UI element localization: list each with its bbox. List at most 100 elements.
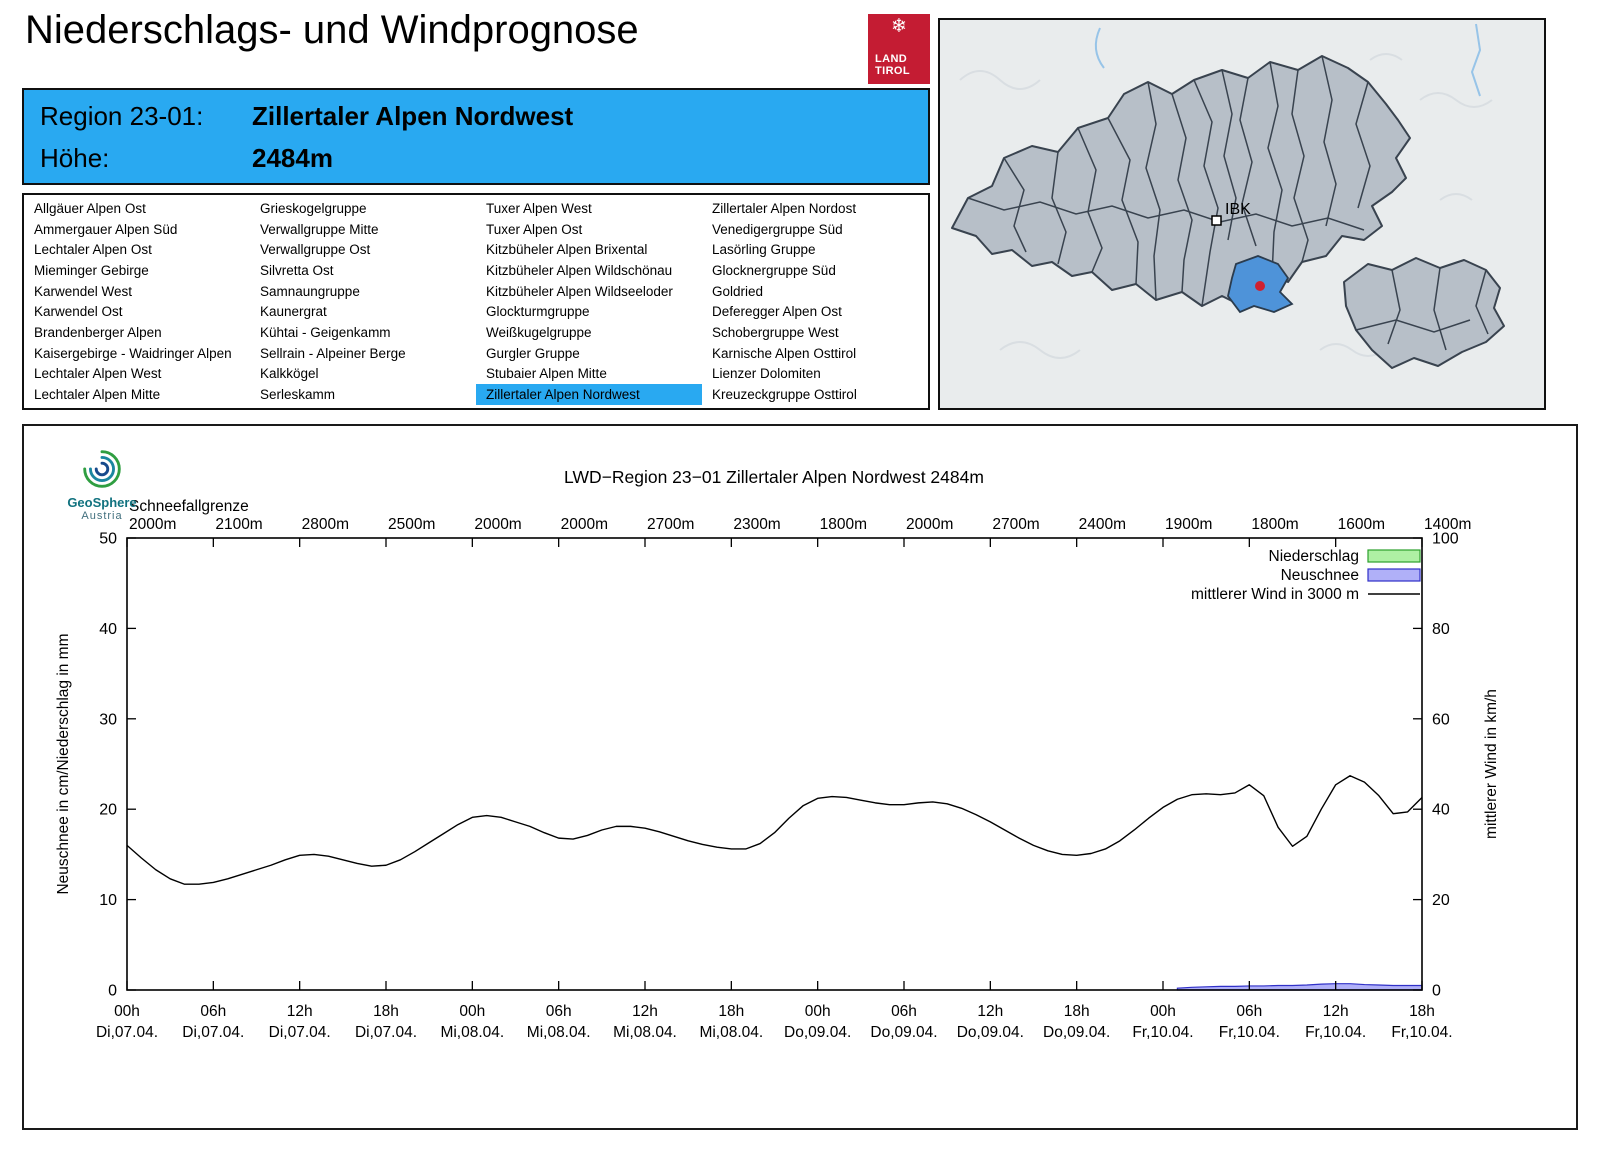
y-axis-label-right: mittlerer Wind in km/h (1483, 689, 1500, 839)
y-tick-label-right: 60 (1432, 711, 1450, 728)
forecast-chart: 0 10 20 30 40 50 0 20 40 60 80 100 00h Di,07.04. 06h Di… (55, 467, 1500, 1041)
region-option[interactable]: Karnische Alpen Osttirol (712, 345, 857, 361)
region-option[interactable]: Gurgler Gruppe (486, 345, 580, 361)
region-option[interactable]: Tuxer Alpen Ost (486, 221, 583, 237)
altitude-value: 2484m (252, 142, 333, 173)
region-column: Grieskogelgruppe Verwallgruppe Mitte Verwa… (250, 198, 476, 405)
region-option[interactable]: Verwallgruppe Mitte (260, 221, 379, 237)
geosphere-swirl-icon (83, 450, 121, 488)
y-tick-label-left: 10 (99, 892, 117, 909)
y-tick-label-left: 50 (99, 531, 117, 548)
terrain-relief (959, 53, 1493, 359)
region-option[interactable]: Zillertaler Alpen Nordost (712, 200, 857, 216)
geosphere-logo: GeoSphere Austria (54, 444, 150, 522)
page-title: Niederschlags- und Windprognose (25, 8, 639, 52)
banner-region-row: Region 23-01: Zillertaler Alpen Nordwest (40, 95, 928, 137)
region-option[interactable]: Silvretta Ost (260, 262, 334, 278)
y-tick-label-right: 40 (1432, 802, 1450, 819)
region-option[interactable]: Sellrain - Alpeiner Berge (260, 345, 406, 361)
x-tick-date: Di,07.04. (182, 1024, 244, 1041)
tirol-map-svg[interactable]: IBK (940, 20, 1544, 408)
snowline-value: 2400m (1079, 516, 1126, 533)
x-tick-date: Do,09.04. (870, 1024, 937, 1041)
region-option[interactable]: Weißkugelgruppe (486, 325, 592, 341)
region-option[interactable]: Schobergruppe West (712, 325, 839, 341)
region-option[interactable]: Verwallgruppe Ost (260, 242, 371, 258)
region-shapes (951, 55, 1505, 369)
region-option[interactable]: Glocknergruppe Süd (712, 262, 836, 278)
y-tick-label-right: 80 (1432, 621, 1450, 638)
region-option[interactable]: Glockturmgruppe (486, 304, 590, 320)
region-option[interactable]: Allgäuer Alpen Ost (34, 200, 146, 216)
region-option[interactable]: Zillertaler Alpen Nordwest (476, 384, 702, 406)
x-tick-date: Mi,08.04. (613, 1024, 677, 1041)
x-tick-date: Di,07.04. (269, 1024, 331, 1041)
x-tick-date: Do,09.04. (957, 1024, 1024, 1041)
region-option[interactable]: Kaisergebirge - Waidringer Alpen (34, 345, 232, 361)
x-tick-time: 12h (1323, 1003, 1349, 1020)
region-option[interactable]: Kühtai - Geigenkamm (260, 325, 391, 341)
region-option[interactable]: Deferegger Alpen Ost (712, 304, 842, 320)
region-option[interactable]: Lechtaler Alpen Ost (34, 242, 152, 258)
region-option[interactable]: Kreuzeckgruppe Osttirol (712, 387, 857, 403)
snowline-label: Schneefallgrenze (129, 498, 249, 515)
x-tick-time: 18h (718, 1003, 744, 1020)
region-option[interactable]: Kitzbüheler Alpen Wildschönau (486, 262, 673, 278)
snowline-value: 1800m (1251, 516, 1298, 533)
region-option[interactable]: Lechtaler Alpen Mitte (34, 387, 161, 403)
tirol-map-panel[interactable]: IBK (938, 18, 1546, 410)
region-option[interactable]: Goldried (712, 283, 764, 299)
region-option[interactable]: Karwendel West (34, 283, 133, 299)
region-option[interactable]: Venedigergruppe Süd (712, 221, 843, 237)
x-tick-time: 06h (546, 1003, 572, 1020)
region-option[interactable]: Karwendel Ost (34, 304, 123, 320)
snowline-value: 1600m (1338, 516, 1385, 533)
x-tick-time: 00h (1150, 1003, 1176, 1020)
region-option[interactable]: Grieskogelgruppe (260, 200, 367, 216)
legend-label: Niederschlag (1269, 548, 1359, 565)
x-tick-date: Mi,08.04. (699, 1024, 763, 1041)
x-tick-time: 00h (805, 1003, 831, 1020)
x-tick-time: 12h (977, 1003, 1003, 1020)
snowline-value: 2000m (129, 516, 176, 533)
region-option[interactable]: Serleskamm (260, 387, 336, 403)
x-tick-date: Do,09.04. (1043, 1024, 1110, 1041)
region-option[interactable]: Brandenberger Alpen (34, 325, 162, 341)
region-option[interactable]: Lechtaler Alpen West (34, 366, 162, 382)
wind-line (126, 775, 1423, 885)
x-tick-time: 06h (1236, 1003, 1262, 1020)
snowline-value: 2700m (992, 516, 1039, 533)
x-tick-time: 00h (459, 1003, 485, 1020)
region-option[interactable]: Ammergauer Alpen Süd (34, 221, 178, 237)
location-dot (1255, 281, 1265, 291)
region-option[interactable]: Lienzer Dolomiten (712, 366, 821, 382)
snowline-value: 2000m (906, 516, 953, 533)
region-option[interactable]: Mieminger Gebirge (34, 262, 149, 278)
altitude-label: Höhe: (40, 142, 110, 173)
region-option[interactable]: Tuxer Alpen West (486, 200, 592, 216)
y-tick-label-left: 40 (99, 621, 117, 638)
region-option[interactable]: Samnaungruppe (260, 283, 360, 299)
snowline-value: 2100m (215, 516, 262, 533)
snowline-value: 2000m (474, 516, 521, 533)
y-tick-label-right: 20 (1432, 892, 1450, 909)
x-tick-date: Do,09.04. (784, 1024, 851, 1041)
region-option[interactable]: Kitzbüheler Alpen Brixental (486, 242, 648, 258)
region-option[interactable]: Kalkkögel (260, 366, 319, 382)
snowline-value: 2800m (302, 516, 349, 533)
x-tick-date: Fr,10.04. (1132, 1024, 1193, 1041)
region-list: Allgäuer Alpen Ost Ammergauer Alpen Süd Le… (22, 193, 930, 410)
x-tick-time: 12h (632, 1003, 658, 1020)
logo-line-1: LAND (875, 52, 908, 65)
snowline-value: 2700m (647, 516, 694, 533)
legend-label: Neuschnee (1281, 567, 1359, 584)
region-borders (967, 55, 1489, 351)
region-option[interactable]: Kaunergrat (260, 304, 327, 320)
region-option[interactable]: Kitzbüheler Alpen Wildseeloder (486, 283, 673, 299)
region-option[interactable]: Stubaier Alpen Mitte (486, 366, 607, 382)
region-option[interactable]: Lasörling Gruppe (712, 242, 816, 258)
y-axis-label-left: Neuschnee in cm/Niederschlag in mm (55, 633, 72, 894)
geosphere-country: Austria (81, 510, 123, 522)
y-tick-label-right: 0 (1432, 983, 1441, 1000)
river-lines (1094, 23, 1482, 97)
